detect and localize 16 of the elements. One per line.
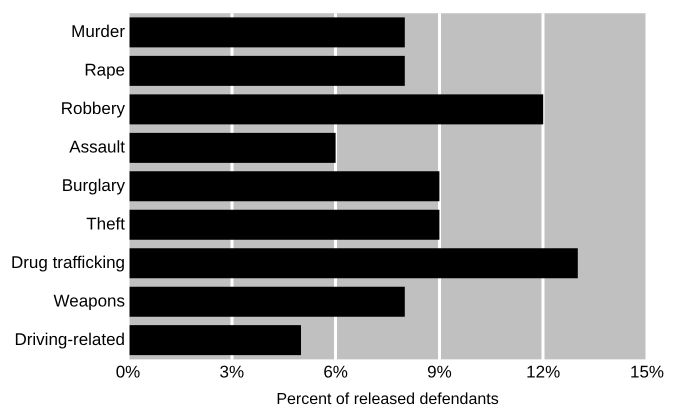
y-tick-label: Murder xyxy=(71,22,126,42)
y-tick-label: Robbery xyxy=(60,99,126,118)
y-tick-label: Driving-related xyxy=(14,330,126,349)
y-tick-label: Weapons xyxy=(53,291,126,310)
y-tick-label: Drug trafficking xyxy=(10,252,126,272)
x-tick-label: 3% xyxy=(220,362,244,382)
x-tick-label: 0% xyxy=(116,362,140,382)
y-tick-label: Theft xyxy=(86,214,126,234)
y-tick-label: Burglary xyxy=(62,176,126,195)
x-tick-label: 15% xyxy=(630,362,664,382)
y-tick-label: Assault xyxy=(69,138,126,157)
x-tick-label: 12% xyxy=(526,362,560,382)
y-tick-label: Rape xyxy=(84,60,126,80)
x-tick-label: 9% xyxy=(427,362,452,382)
x-tick-label: 6% xyxy=(323,362,348,382)
x-axis-title: Percent of released defendants xyxy=(276,390,499,408)
